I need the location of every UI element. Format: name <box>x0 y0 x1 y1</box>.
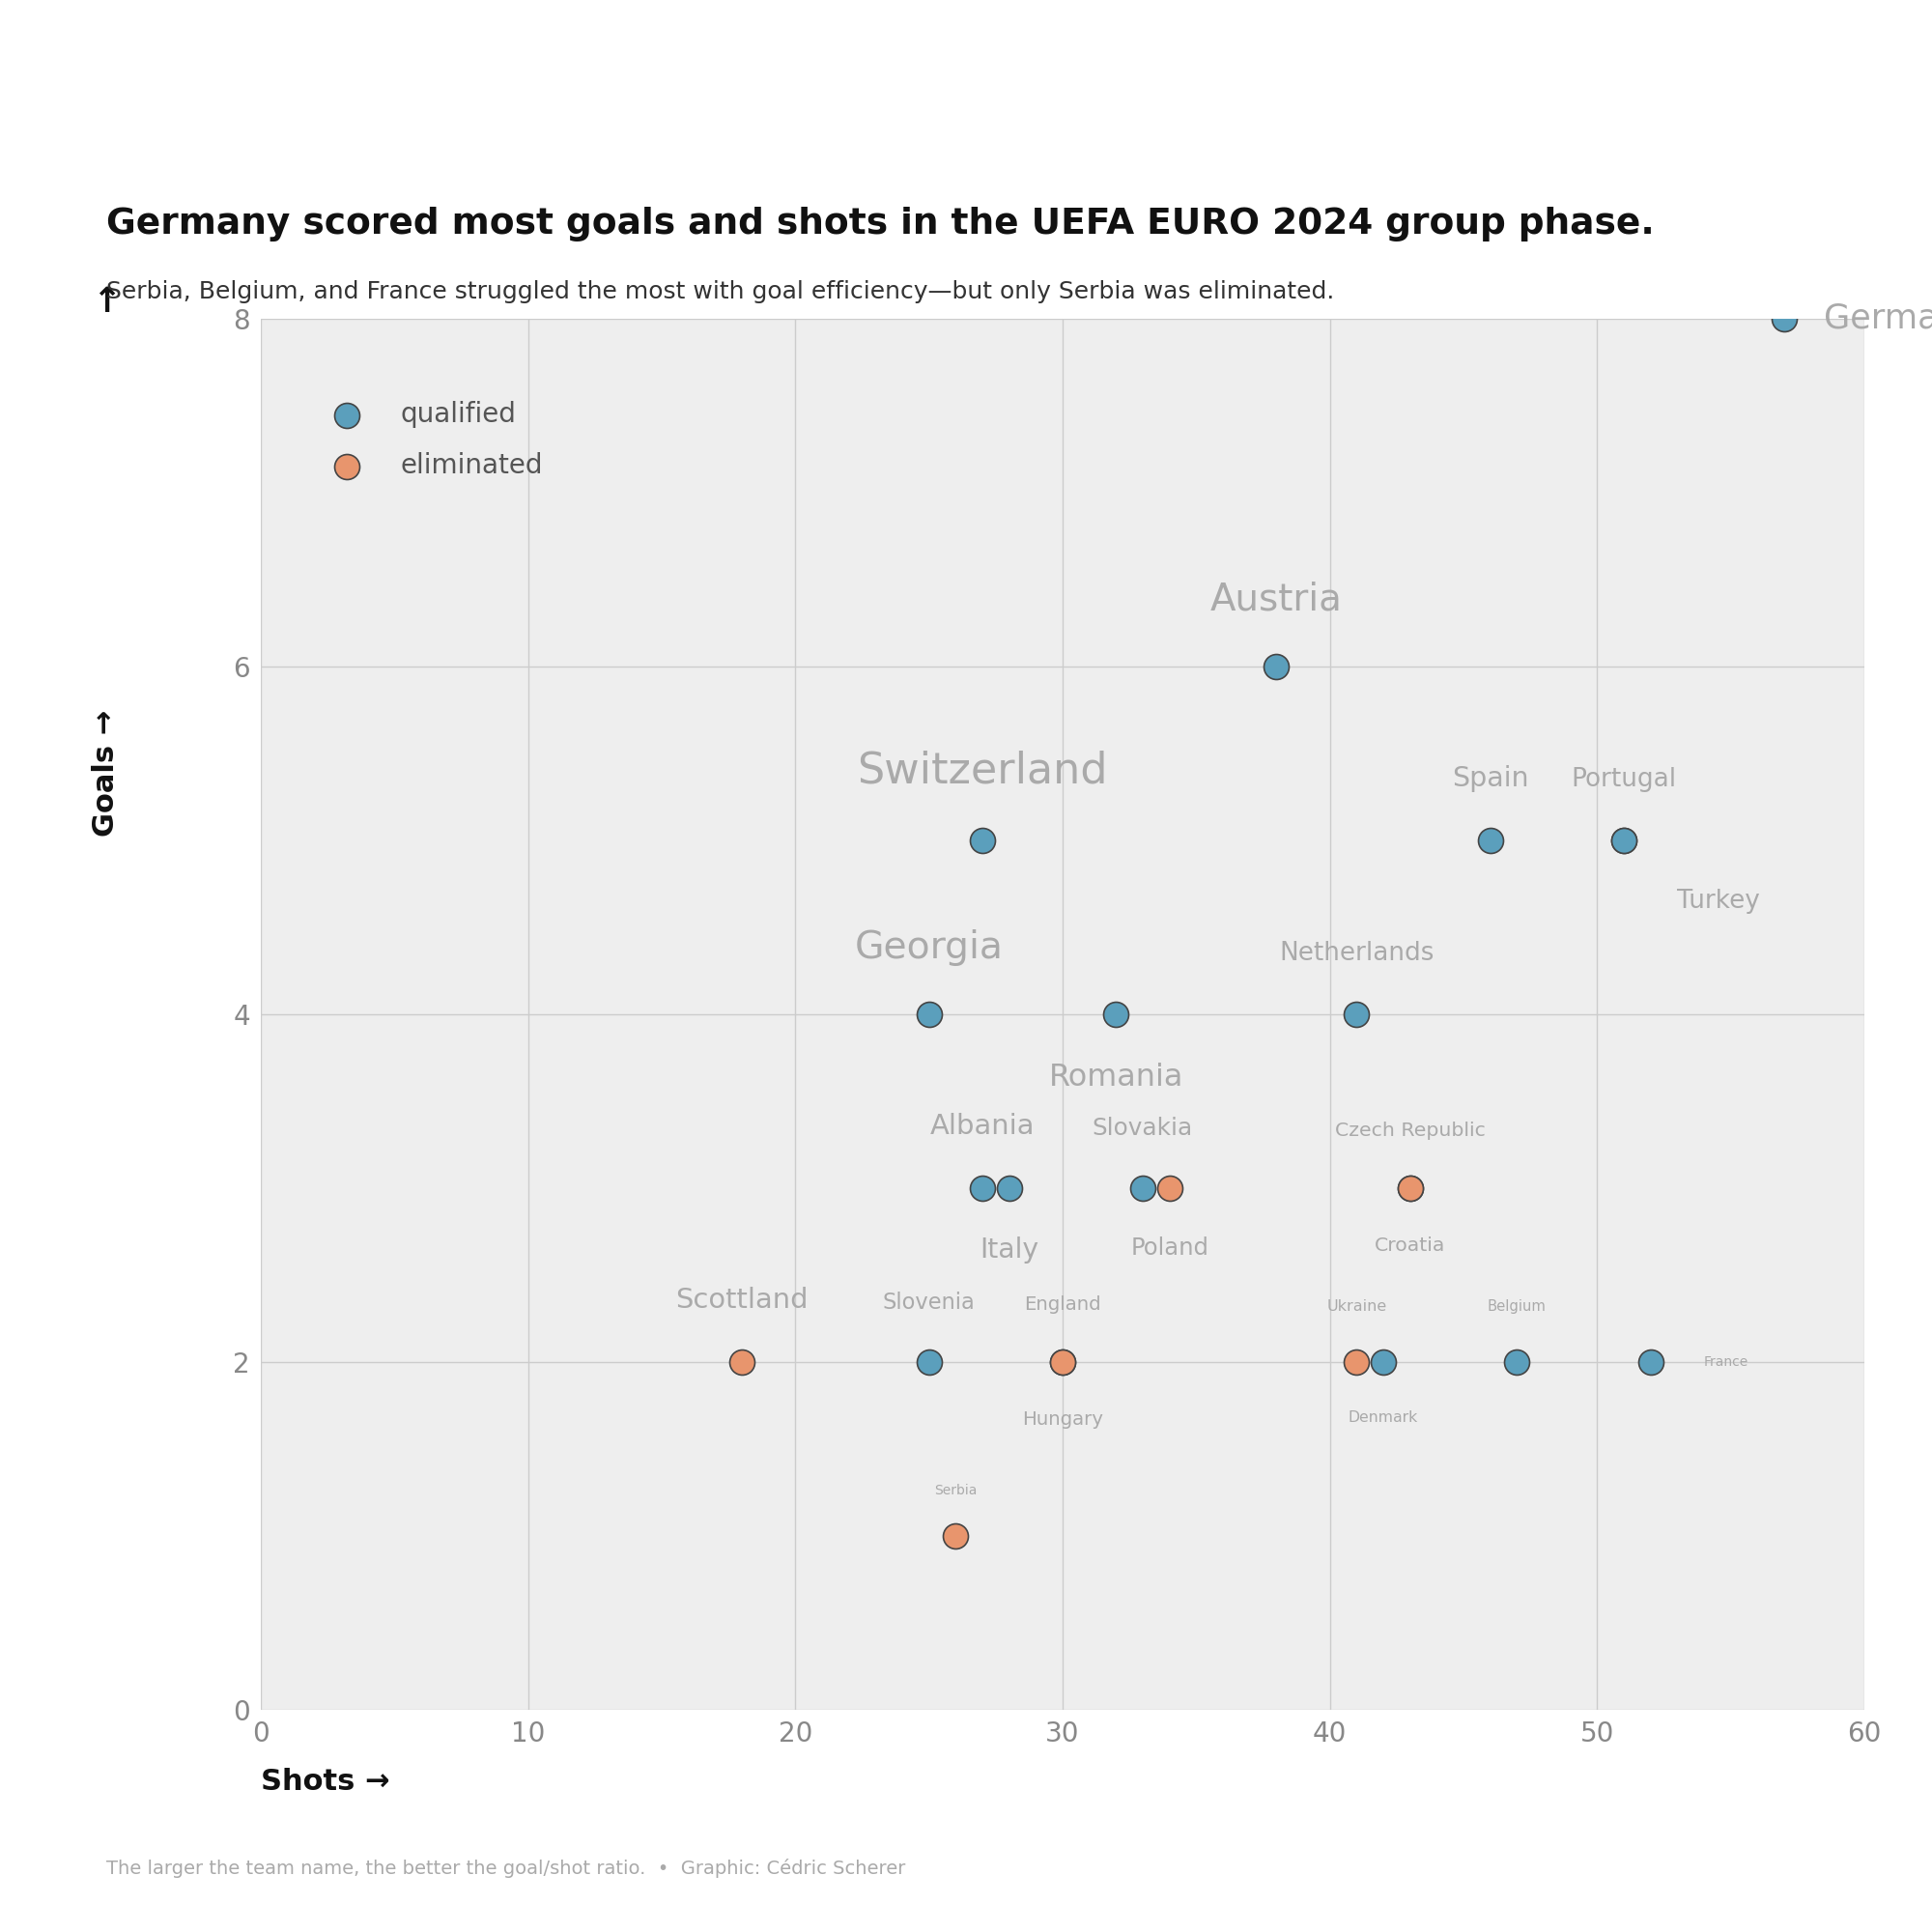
Point <box>914 1347 945 1378</box>
Legend: qualified, eliminated: qualified, eliminated <box>307 388 556 493</box>
Text: Netherlands: Netherlands <box>1279 941 1434 966</box>
Point <box>1368 1347 1399 1378</box>
Text: Germany: Germany <box>1824 301 1932 336</box>
Text: Ukraine: Ukraine <box>1327 1298 1387 1314</box>
Text: Hungary: Hungary <box>1022 1410 1103 1430</box>
Point <box>993 1173 1024 1204</box>
Text: Turkey: Turkey <box>1677 889 1760 914</box>
Point <box>968 1173 999 1204</box>
Point <box>1474 825 1505 856</box>
Text: Belgium: Belgium <box>1488 1298 1546 1314</box>
Point <box>1047 1347 1078 1378</box>
Text: Scottland: Scottland <box>676 1287 808 1314</box>
Point <box>1341 999 1372 1030</box>
Point <box>1341 1347 1372 1378</box>
Text: Goals →: Goals → <box>93 709 120 837</box>
Point <box>726 1347 757 1378</box>
Text: Germany scored most goals and shots in the UEFA EURO 2024 group phase.: Germany scored most goals and shots in t… <box>106 207 1654 242</box>
Text: Romania: Romania <box>1049 1063 1184 1094</box>
Text: Italy: Italy <box>980 1236 1039 1264</box>
Point <box>1262 651 1293 682</box>
Text: Georgia: Georgia <box>854 929 1003 966</box>
Point <box>968 825 999 856</box>
Text: Czech Republic: Czech Republic <box>1335 1121 1486 1140</box>
Point <box>1607 825 1638 856</box>
Point <box>1607 825 1638 856</box>
Text: Slovenia: Slovenia <box>883 1291 976 1314</box>
Text: Poland: Poland <box>1130 1236 1209 1260</box>
Point <box>1395 1173 1426 1204</box>
Text: Switzerland: Switzerland <box>858 750 1107 792</box>
Point <box>941 1520 972 1551</box>
Text: Serbia: Serbia <box>935 1484 978 1497</box>
Point <box>1501 1347 1532 1378</box>
Point <box>1101 999 1132 1030</box>
Point <box>914 999 945 1030</box>
Point <box>1395 1173 1426 1204</box>
Text: ↑: ↑ <box>91 286 122 319</box>
Text: Spain: Spain <box>1451 765 1528 792</box>
Point <box>1128 1173 1159 1204</box>
Text: Shots →: Shots → <box>261 1768 390 1797</box>
Text: Slovakia: Slovakia <box>1092 1117 1194 1140</box>
Text: Denmark: Denmark <box>1349 1410 1418 1426</box>
Text: The larger the team name, the better the goal/shot ratio.  •  Graphic: Cédric Sc: The larger the team name, the better the… <box>106 1859 906 1878</box>
Text: Portugal: Portugal <box>1571 767 1677 792</box>
Text: Austria: Austria <box>1209 582 1343 618</box>
Point <box>1770 303 1801 334</box>
Text: Albania: Albania <box>929 1113 1036 1140</box>
Text: Serbia, Belgium, and France struggled the most with goal efficiency—but only Ser: Serbia, Belgium, and France struggled th… <box>106 280 1335 303</box>
Text: Croatia: Croatia <box>1374 1236 1445 1256</box>
Text: France: France <box>1704 1356 1748 1368</box>
Point <box>1153 1173 1184 1204</box>
Point <box>1047 1347 1078 1378</box>
Point <box>1634 1347 1665 1378</box>
Text: England: England <box>1024 1294 1101 1314</box>
